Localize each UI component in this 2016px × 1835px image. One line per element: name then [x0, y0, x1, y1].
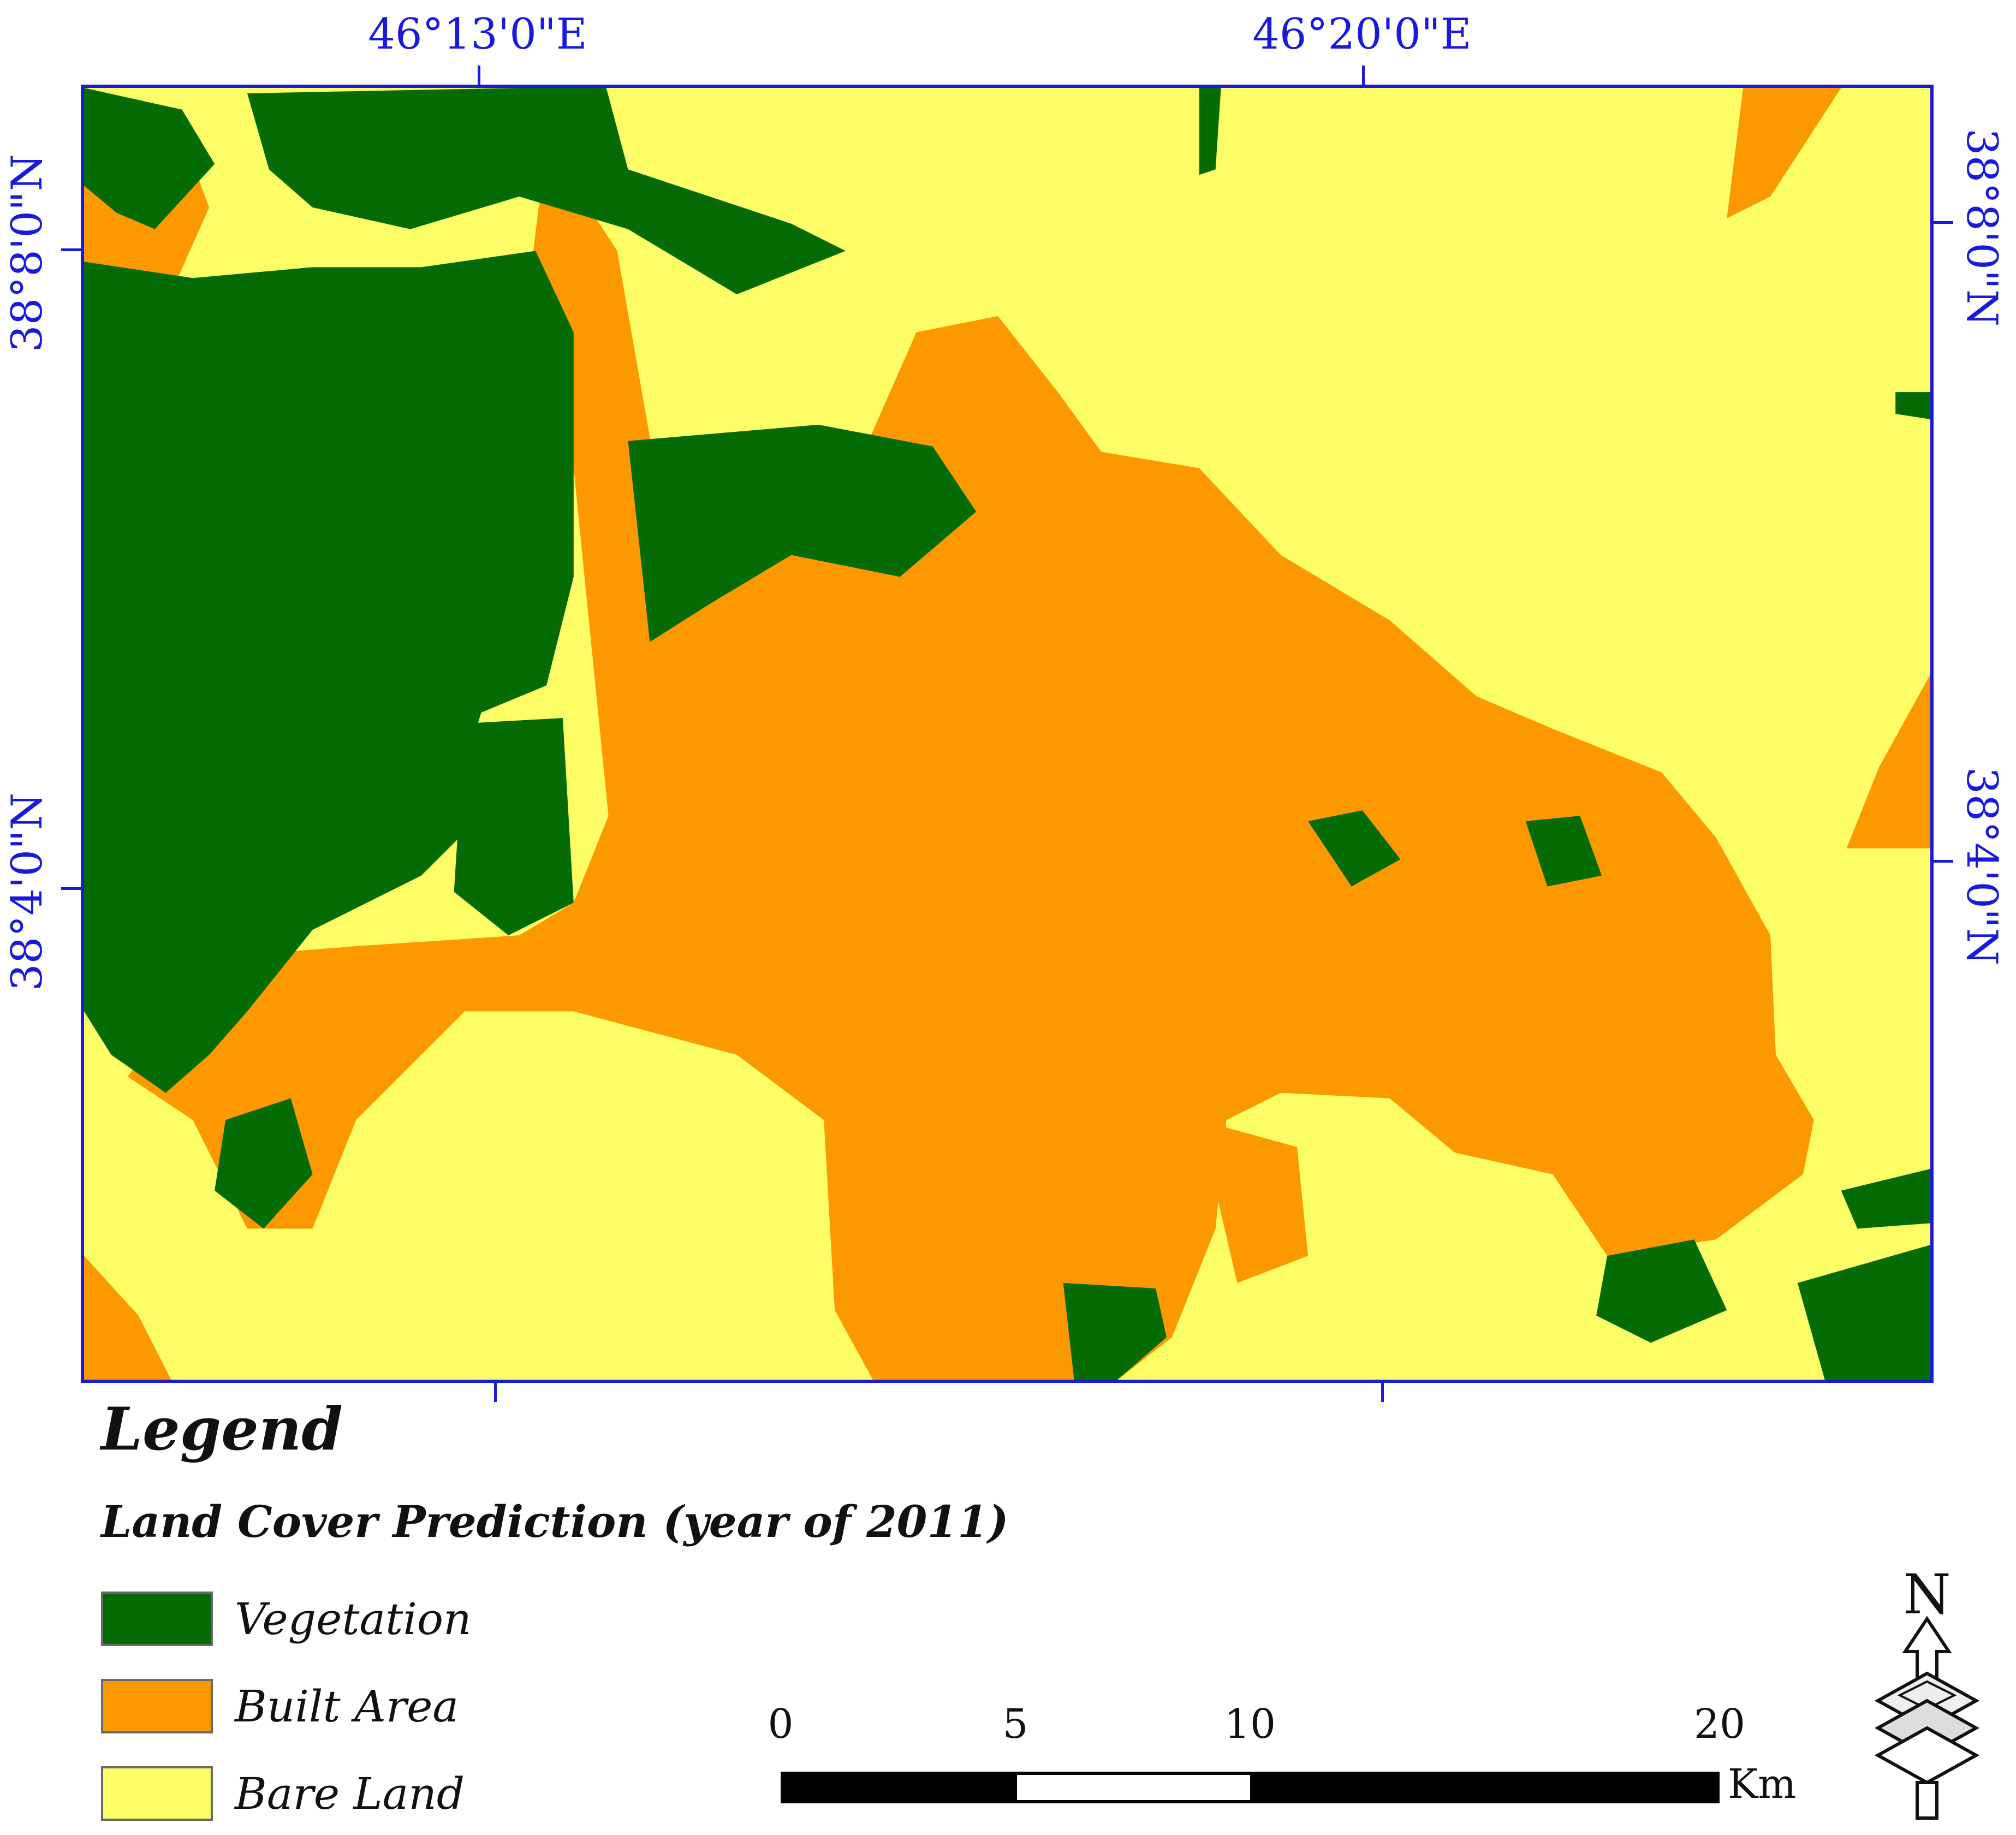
north-arrow-icon: N	[1867, 1563, 1987, 1821]
legend-label-vegetation: Vegetation	[235, 1594, 472, 1644]
tick-right-1	[1932, 221, 1953, 224]
scale-unit: Km	[1728, 1761, 1797, 1808]
tick-bottom-1	[494, 1381, 497, 1402]
tick-left-2	[61, 887, 82, 890]
tick-top-2	[1362, 66, 1365, 86]
scale-tick-5: 5	[1002, 1701, 1028, 1748]
legend-label-built-area: Built Area	[235, 1681, 459, 1732]
lat-label-left-1: 38°8'0"N	[3, 153, 52, 352]
tick-top-1	[478, 66, 480, 86]
tick-right-2	[1932, 860, 1953, 863]
scale-tick-20: 20	[1693, 1701, 1746, 1748]
legend-swatch-vegetation	[101, 1591, 213, 1646]
tick-left-1	[61, 248, 82, 251]
legend-label-bare-land: Bare Land	[235, 1768, 465, 1819]
legend-title: Legend	[101, 1395, 343, 1464]
lat-label-left-2: 38°4'0"N	[3, 792, 52, 991]
land-cover-map-graphic	[84, 88, 1930, 1380]
lon-label-1: 46°13'0"E	[368, 10, 587, 59]
scale-tick-10: 10	[1224, 1701, 1276, 1748]
legend-swatch-bare-land	[101, 1766, 213, 1821]
tick-bottom-2	[1381, 1381, 1384, 1402]
north-label: N	[1903, 1564, 1951, 1626]
scale-tick-0: 0	[768, 1701, 794, 1748]
land-cover-map	[81, 85, 1934, 1383]
scale-segment-1	[784, 1775, 1017, 1800]
scale-segment-3	[1250, 1775, 1716, 1800]
scale-bar	[781, 1772, 1720, 1803]
legend-swatch-built-area	[101, 1679, 213, 1733]
lat-label-right-2: 38°4'0"N	[1957, 767, 2006, 966]
scale-segment-2	[1017, 1775, 1250, 1800]
lat-label-right-1: 38°8'0"N	[1957, 128, 2006, 327]
legend-subtitle: Land Cover Prediction (year of 2011)	[101, 1496, 1009, 1547]
lon-label-2: 46°20'0"E	[1252, 10, 1472, 59]
